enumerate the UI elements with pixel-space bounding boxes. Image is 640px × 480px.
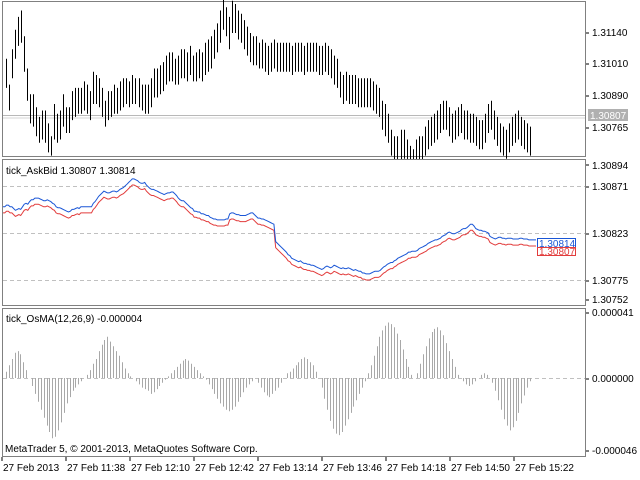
- time-axis-label: 27 Feb 12:10: [131, 463, 190, 474]
- price-axis-tick: 1.31140: [592, 28, 628, 39]
- askbid-indicator-label: tick_AskBid 1.30807 1.30814: [6, 166, 136, 177]
- osma-plot-frame: [2, 308, 586, 457]
- time-axis-label: 27 Feb 13:14: [259, 463, 318, 474]
- svg-text:1.30814: 1.30814: [539, 239, 576, 250]
- osma-indicator-label: tick_OsMA(12,26,9) -0.000004: [6, 314, 143, 325]
- price-window[interactable]: 1.31140 1.31010 1.30890 1.30765 1.30807: [2, 0, 629, 179]
- askbid-axis-tick: 1.30775: [592, 276, 629, 287]
- time-axis: 27 Feb 2013 27 Feb 11:38 27 Feb 12:10 27…: [1, 457, 574, 474]
- price-axis-tick: 1.30890: [592, 91, 629, 102]
- askbid-axis-tick: 1.30752: [592, 295, 629, 306]
- time-axis-label: 27 Feb 2013: [3, 463, 60, 474]
- time-axis-label: 27 Feb 13:46: [323, 463, 382, 474]
- svg-text:1.30807: 1.30807: [590, 111, 627, 122]
- time-axis-label: 27 Feb 15:22: [515, 463, 574, 474]
- askbid-window[interactable]: tick_AskBid 1.30807 1.30814 1.30894 1.30…: [2, 159, 629, 307]
- osma-axis-tick: 0.000041: [592, 308, 634, 319]
- price-bid-tag: 1.30807: [588, 109, 628, 122]
- price-plot-frame: [2, 1, 586, 157]
- svg-text:1.30807: 1.30807: [539, 247, 576, 258]
- osma-axis-tick: -0.000046: [592, 446, 637, 457]
- osma-axis: 0.000041 0.000000 -0.000046: [586, 308, 637, 457]
- time-axis-label: 27 Feb 11:38: [67, 463, 126, 474]
- ask-series-line: [3, 178, 536, 275]
- askbid-axis-tick: 1.30823: [592, 229, 629, 240]
- osma-window[interactable]: tick_OsMA(12,26,9) -0.000004 0.000041 0.…: [2, 308, 638, 457]
- bid-value-tag: 1.30807: [537, 247, 576, 258]
- time-axis-label: 27 Feb 14:18: [387, 463, 446, 474]
- time-axis-label: 27 Feb 12:42: [195, 463, 254, 474]
- askbid-axis-tick: 1.30871: [592, 182, 629, 193]
- askbid-plot-frame: [2, 159, 586, 306]
- price-axis: 1.31140 1.31010 1.30890 1.30765: [586, 28, 629, 134]
- price-axis-tick: 1.31010: [592, 59, 629, 70]
- askbid-axis: 1.30894 1.30871 1.30823 1.30775 1.30752: [586, 161, 629, 306]
- price-axis-tick: 1.30765: [592, 123, 629, 134]
- osma-histogram: [6, 322, 531, 439]
- bid-series-line: [3, 184, 536, 281]
- askbid-axis-tick: 1.30894: [592, 161, 629, 172]
- time-axis-label: 27 Feb 14:50: [451, 463, 510, 474]
- copyright-text: MetaTrader 5, © 2001-2013, MetaQuotes So…: [5, 444, 258, 455]
- osma-axis-tick: 0.000000: [592, 374, 634, 385]
